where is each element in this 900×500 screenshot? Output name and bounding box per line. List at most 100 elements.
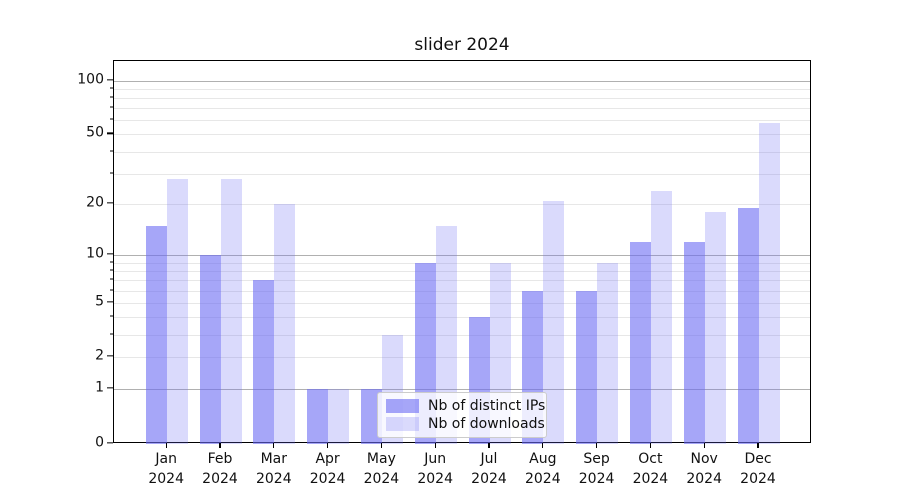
chart-title: slider 2024 (414, 35, 510, 55)
y-gridline-minor-8 (114, 270, 810, 272)
bar-jan-downloads (166, 178, 188, 444)
y-minor-tick-mark-70 (109, 106, 113, 108)
y-tick-mark-50 (106, 132, 113, 135)
y-tick-mark-10 (106, 253, 113, 255)
y-minor-tick-mark-7 (109, 278, 113, 280)
y-minor-tick-mark-90 (109, 87, 113, 89)
x-tick-month: Jul (480, 451, 498, 467)
x-tick-mark-oct (649, 443, 652, 448)
y-minor-tick-mark-6 (109, 289, 113, 291)
y-tick-label-10: 10 (86, 245, 104, 262)
y-gridline-minor-6 (114, 290, 810, 292)
bar-apr-distinct-ips (307, 389, 329, 444)
x-tick-month: Jan (155, 451, 177, 467)
y-gridline-minor-4 (114, 317, 810, 318)
x-tick-label-may: May 2024 (339, 449, 423, 489)
bar-aug-downloads (543, 200, 565, 444)
x-tick-label-apr: Apr 2024 (286, 449, 370, 489)
legend-label-downloads: Nb of downloads (428, 416, 545, 433)
y-minor-tick-mark-80 (109, 96, 113, 98)
y-gridline-minor-5 (114, 302, 810, 304)
legend-swatch-distinct-ips (386, 398, 419, 413)
bar-feb-distinct-ips (199, 255, 221, 444)
bar-may-distinct-ips (360, 389, 382, 444)
x-tick-mark-dec (757, 443, 759, 448)
x-tick-label-aug: Aug 2024 (501, 449, 585, 489)
y-gridline-minor-50 (114, 134, 810, 136)
x-tick-month: Mar (260, 451, 287, 467)
y-tick-label-2: 2 (95, 347, 104, 364)
legend: Nb of distinct IPs Nb of downloads (377, 392, 547, 438)
bar-feb-downloads (220, 178, 242, 444)
x-tick-month: Feb (207, 451, 233, 467)
y-gridline-minor-20 (114, 204, 810, 206)
y-tick-label-1: 1 (95, 379, 104, 396)
y-gridline-minor-7 (114, 280, 810, 281)
y-minor-tick-mark-9 (109, 261, 113, 262)
y-gridline-minor-3 (114, 334, 810, 336)
x-tick-year: 2024 (471, 471, 507, 487)
x-tick-year: 2024 (363, 471, 400, 487)
x-tick-label-oct: Oct 2024 (608, 449, 692, 489)
bar-jun-downloads (435, 225, 457, 444)
y-tick-mark-20 (106, 202, 113, 204)
y-gridline-minor-2 (114, 357, 810, 359)
x-tick-month: Aug (529, 451, 557, 467)
x-tick-label-sep: Sep 2024 (555, 449, 639, 489)
x-tick-month: Nov (690, 451, 718, 467)
x-tick-mark-sep (596, 443, 598, 448)
x-tick-mark-apr (327, 443, 329, 448)
x-tick-mark-mar (273, 443, 275, 448)
legend-label-distinct-ips: Nb of distinct IPs (428, 397, 546, 414)
x-tick-year: 2024 (202, 471, 238, 487)
x-tick-label-jan: Jan 2024 (124, 449, 208, 489)
bar-mar-distinct-ips (253, 280, 275, 444)
y-gridline-minor-90 (114, 88, 810, 90)
x-tick-label-jul: Jul 2024 (447, 449, 531, 489)
x-tick-mark-jun (434, 443, 436, 448)
y-gridline-major-100 (114, 80, 810, 82)
x-tick-label-dec: Dec 2024 (716, 449, 800, 489)
bar-nov-distinct-ips (683, 241, 705, 444)
x-tick-label-jun: Jun 2024 (393, 449, 477, 489)
y-minor-tick-mark-40 (109, 150, 113, 152)
x-tick-year: 2024 (578, 471, 615, 487)
x-tick-year: 2024 (632, 471, 669, 487)
y-gridline-major-10 (114, 255, 810, 256)
bar-dec-downloads (758, 123, 780, 444)
bar-oct-downloads (650, 190, 672, 444)
x-tick-label-feb: Feb 2024 (178, 449, 262, 489)
x-tick-mark-jul (488, 443, 490, 448)
y-gridline-minor-9 (114, 262, 810, 264)
bar-apr-downloads (328, 389, 350, 444)
legend-swatch-downloads (386, 417, 419, 432)
x-tick-month: Apr (315, 451, 340, 467)
y-tick-label-100: 100 (77, 71, 104, 88)
x-tick-year: 2024 (255, 471, 292, 487)
y-minor-tick-mark-30 (109, 172, 113, 174)
bar-sep-downloads (597, 262, 619, 444)
y-tick-label-5: 5 (95, 293, 104, 310)
x-tick-label-nov: Nov 2024 (662, 449, 746, 489)
y-gridline-minor-70 (114, 108, 810, 110)
y-gridline-minor-40 (114, 151, 810, 153)
plot-area: Nb of distinct IPs Nb of downloads (113, 60, 811, 444)
x-tick-year: 2024 (740, 471, 776, 487)
y-minor-tick-mark-60 (109, 118, 113, 120)
x-tick-month: May (366, 451, 396, 467)
y-tick-mark-2 (106, 355, 113, 357)
y-tick-mark-0 (106, 441, 113, 444)
bar-oct-distinct-ips (629, 241, 651, 444)
y-gridline-minor-80 (114, 98, 810, 100)
bar-jan-distinct-ips (145, 225, 167, 444)
x-tick-month: Jun (424, 451, 447, 467)
y-tick-label-20: 20 (86, 194, 104, 211)
x-tick-year: 2024 (524, 471, 561, 487)
y-minor-tick-mark-3 (109, 333, 113, 335)
bar-sep-distinct-ips (576, 290, 598, 444)
y-tick-label-0: 0 (95, 433, 104, 450)
x-tick-month: Dec (744, 451, 772, 467)
x-tick-mark-jan (165, 443, 167, 448)
y-gridline-major-1 (114, 389, 810, 390)
